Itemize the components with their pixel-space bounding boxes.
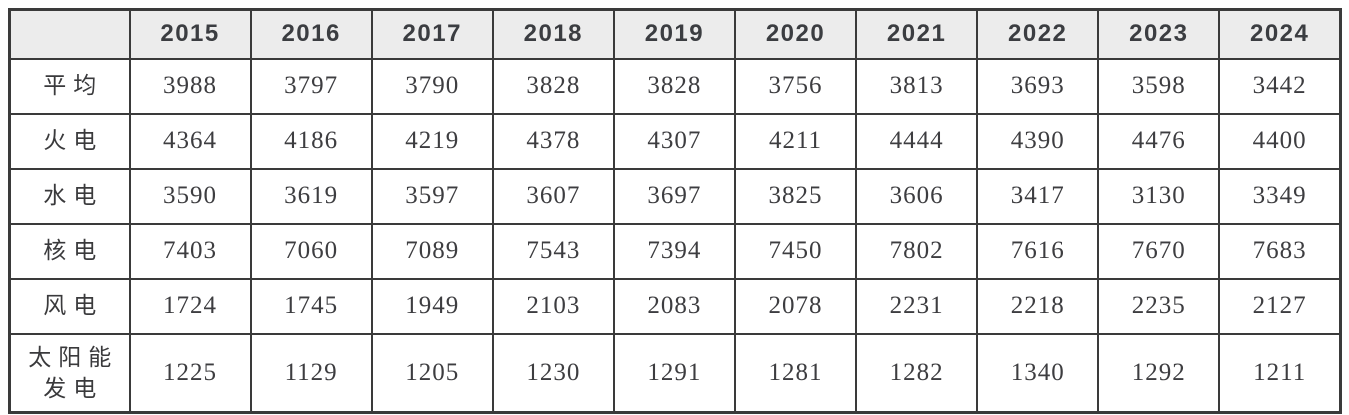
value-cell: 1225 xyxy=(128,332,252,414)
year-header-2024: 2024 xyxy=(1218,8,1342,60)
row-label: 平均 xyxy=(8,57,131,115)
value-cell: 2078 xyxy=(733,277,858,335)
table-row: 风电 1724 1745 1949 2103 2083 2078 2231 2218 2235 21… xyxy=(8,277,1342,335)
row-label: 风电 xyxy=(8,277,131,335)
value-cell: 1949 xyxy=(370,277,494,335)
value-cell: 2103 xyxy=(491,277,615,335)
value-cell: 3825 xyxy=(733,167,858,225)
value-cell: 3813 xyxy=(855,57,979,115)
year-header-2021: 2021 xyxy=(855,8,979,60)
value-cell: 3828 xyxy=(491,57,615,115)
value-cell: 3130 xyxy=(1097,167,1221,225)
value-cell: 1205 xyxy=(370,332,494,414)
table-row: 水电 3590 3619 3597 3607 3697 3825 3606 3417 3130 33… xyxy=(8,167,1342,225)
value-cell: 7543 xyxy=(491,222,615,280)
utilization-hours-table: 2015 2016 2017 2018 2019 2020 2021 2022 2023 2024… xyxy=(8,8,1342,414)
table-row: 太阳能发电 1225 1129 1205 1230 1291 1281 1282 1340 129… xyxy=(8,332,1342,414)
value-cell: 7616 xyxy=(976,222,1100,280)
value-cell: 3590 xyxy=(128,167,252,225)
table-container: 2015 2016 2017 2018 2019 2020 2021 2022 2023 2024… xyxy=(8,8,1342,414)
value-cell: 1292 xyxy=(1097,332,1221,414)
value-cell: 3697 xyxy=(612,167,736,225)
value-cell: 7670 xyxy=(1097,222,1221,280)
row-label: 火电 xyxy=(8,112,131,170)
value-cell: 2218 xyxy=(976,277,1100,335)
row-label-text: 平均 xyxy=(43,73,104,99)
year-header-2015: 2015 xyxy=(128,8,252,60)
header-row: 2015 2016 2017 2018 2019 2020 2021 2022 2023 2024 xyxy=(8,8,1342,60)
value-cell: 3598 xyxy=(1097,57,1221,115)
table-header: 2015 2016 2017 2018 2019 2020 2021 2022 2023 2024 xyxy=(8,8,1342,60)
value-cell: 3606 xyxy=(855,167,979,225)
year-header-2023: 2023 xyxy=(1097,8,1221,60)
year-header-2022: 2022 xyxy=(976,8,1100,60)
value-cell: 1724 xyxy=(128,277,252,335)
row-label: 水电 xyxy=(8,167,131,225)
corner-cell xyxy=(8,8,131,60)
value-cell: 4400 xyxy=(1218,112,1342,170)
row-label: 核电 xyxy=(8,222,131,280)
year-header-2016: 2016 xyxy=(249,8,373,60)
value-cell: 1211 xyxy=(1218,332,1342,414)
row-label: 太阳能发电 xyxy=(8,332,131,414)
row-label-text: 核电 xyxy=(43,238,104,264)
value-cell: 1281 xyxy=(733,332,858,414)
value-cell: 7394 xyxy=(612,222,736,280)
table-row: 火电 4364 4186 4219 4378 4307 4211 4444 4390 4476 44… xyxy=(8,112,1342,170)
value-cell: 4307 xyxy=(612,112,736,170)
value-cell: 2231 xyxy=(855,277,979,335)
table-body: 平均 3988 3797 3790 3828 3828 3756 3813 3693 3598 34… xyxy=(8,57,1342,414)
value-cell: 4444 xyxy=(855,112,979,170)
value-cell: 3619 xyxy=(249,167,373,225)
value-cell: 1282 xyxy=(855,332,979,414)
value-cell: 1129 xyxy=(249,332,373,414)
value-cell: 7450 xyxy=(733,222,858,280)
value-cell: 7060 xyxy=(249,222,373,280)
value-cell: 4219 xyxy=(370,112,494,170)
value-cell: 4390 xyxy=(976,112,1100,170)
value-cell: 7403 xyxy=(128,222,252,280)
value-cell: 3693 xyxy=(976,57,1100,115)
value-cell: 1745 xyxy=(249,277,373,335)
value-cell: 4364 xyxy=(128,112,252,170)
value-cell: 3756 xyxy=(733,57,858,115)
table-row: 平均 3988 3797 3790 3828 3828 3756 3813 3693 3598 34… xyxy=(8,57,1342,115)
value-cell: 3597 xyxy=(370,167,494,225)
value-cell: 2235 xyxy=(1097,277,1221,335)
value-cell: 3790 xyxy=(370,57,494,115)
value-cell: 2127 xyxy=(1218,277,1342,335)
value-cell: 3988 xyxy=(128,57,252,115)
value-cell: 1340 xyxy=(976,332,1100,414)
value-cell: 3607 xyxy=(491,167,615,225)
row-label-text: 水电 xyxy=(43,183,104,209)
value-cell: 1291 xyxy=(612,332,736,414)
value-cell: 7089 xyxy=(370,222,494,280)
value-cell: 3442 xyxy=(1218,57,1342,115)
value-cell: 7802 xyxy=(855,222,979,280)
value-cell: 3417 xyxy=(976,167,1100,225)
year-header-2019: 2019 xyxy=(612,8,736,60)
row-label-text: 火电 xyxy=(43,128,104,154)
value-cell: 2083 xyxy=(612,277,736,335)
year-header-2018: 2018 xyxy=(491,8,615,60)
value-cell: 4186 xyxy=(249,112,373,170)
value-cell: 3797 xyxy=(249,57,373,115)
value-cell: 4378 xyxy=(491,112,615,170)
value-cell: 7683 xyxy=(1218,222,1342,280)
value-cell: 3349 xyxy=(1218,167,1342,225)
value-cell: 1230 xyxy=(491,332,615,414)
year-header-2017: 2017 xyxy=(370,8,494,60)
year-header-2020: 2020 xyxy=(733,8,858,60)
value-cell: 4476 xyxy=(1097,112,1221,170)
value-cell: 3828 xyxy=(612,57,736,115)
row-label-text: 风电 xyxy=(43,293,104,319)
row-label-text: 太阳能发电 xyxy=(28,344,119,401)
value-cell: 4211 xyxy=(733,112,858,170)
table-row: 核电 7403 7060 7089 7543 7394 7450 7802 7616 7670 76… xyxy=(8,222,1342,280)
